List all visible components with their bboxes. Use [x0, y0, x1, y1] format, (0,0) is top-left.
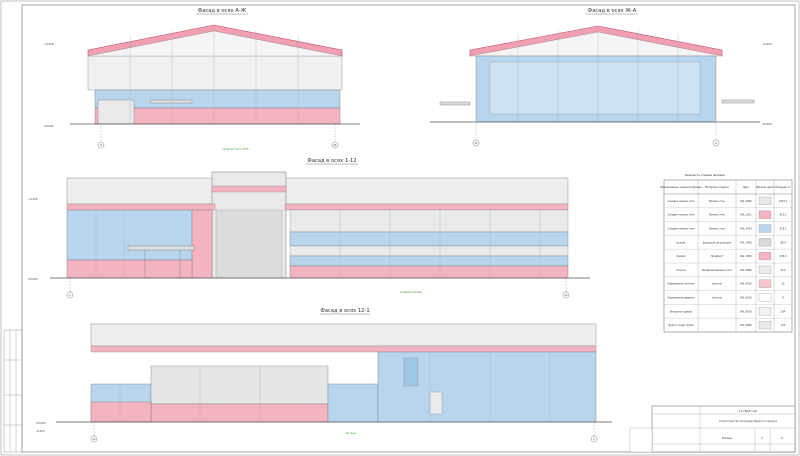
table-cell: 218,3	[780, 228, 787, 231]
table-cell: RAL 9016	[740, 310, 752, 313]
table-cell: RAL 9006	[740, 324, 752, 327]
color-swatch	[758, 238, 772, 247]
level-zero-ab: ±0,000	[44, 124, 54, 128]
title-facade-1-12: Фасад в осях 1-12	[307, 158, 356, 164]
table-cell: фасадная штукатурка	[703, 241, 732, 244]
axis-label-zh: Ж	[334, 143, 337, 147]
facade-zh-a: Фасад в осях Ж-А Ж А ±0,000 +9,400	[430, 8, 772, 147]
table-cell: Обрамление дверное	[667, 297, 695, 300]
axis-label-1-b: 1	[593, 437, 595, 441]
stamp-object: Строительство производственного корпуса	[719, 419, 777, 423]
title-block: 11-18/05-1-АР Строительство производстве…	[629, 405, 796, 453]
table-cell: Панель стен.	[709, 200, 726, 203]
table-header-cell: Наименование элемента фасада	[660, 186, 702, 189]
table-cell: RAL 9016	[740, 283, 752, 286]
table-cell: Панель стен.	[709, 228, 726, 231]
title-facade-zh-a: Фасад в осях Ж-А	[588, 8, 637, 14]
table-cell: Витражи и двери	[670, 310, 692, 313]
level-low-121: -0,450	[36, 429, 45, 433]
table-cell: RAL 3012	[740, 214, 752, 217]
table-cell: Профлист	[711, 255, 724, 258]
stamp-stage: Р	[761, 436, 763, 440]
table-cell: Панель стен.	[709, 214, 726, 217]
level-zero-121: ±0,000	[36, 421, 46, 425]
table-cell: Кровля	[676, 255, 686, 258]
table-cell: Обрамление оконное	[668, 283, 695, 286]
table-cell: 15	[781, 283, 785, 286]
level-mid-112: +4,200	[28, 197, 38, 201]
table-cell: 21,0	[780, 269, 786, 272]
level-top-ab: +9,400	[44, 42, 54, 46]
axis-label-12: 12	[564, 293, 568, 297]
color-swatch	[758, 210, 772, 219]
level-top-ba: +9,400	[762, 42, 772, 46]
table-cell: пластик	[712, 283, 723, 286]
table-cell: 412,5	[780, 214, 787, 217]
color-swatch	[758, 321, 772, 330]
note-ab: профлист RAL 7035	[222, 147, 249, 151]
table-header-cell: Цвет	[743, 186, 750, 189]
finish-table: Ведомость отделки фасадов Наименование э…	[660, 173, 793, 333]
table-cell: 96,4	[780, 241, 786, 244]
color-swatch	[758, 307, 772, 316]
stamp-sheet-number: 8	[781, 436, 783, 440]
color-swatch	[758, 265, 772, 274]
table-cell: RAL 3009	[740, 255, 752, 258]
color-swatch	[758, 196, 772, 205]
table-header-cell: Материал отделки	[705, 186, 729, 189]
table-cell: RAL 9006	[740, 200, 752, 203]
axis-label-1: 1	[69, 293, 71, 297]
axis-label-a-2: А	[715, 141, 717, 145]
table-cell: Откосы	[676, 269, 685, 272]
table-header-cell: Образец цвета	[756, 186, 775, 189]
table-cell: пластик	[712, 297, 723, 300]
table-cell: Водосточные трубы	[668, 324, 693, 327]
table-cell: 184	[781, 310, 786, 313]
axis-label-zh-2: Ж	[475, 141, 478, 145]
facade-12-1: Фасад в осях 12-1 12 1 ±0,000 -0,450 вит…	[36, 308, 612, 443]
drawing-border	[21, 4, 796, 453]
left-margin-stamp	[3, 329, 23, 453]
color-swatch	[758, 279, 772, 288]
color-swatch	[758, 224, 772, 233]
table-cell: 120	[781, 324, 786, 327]
axis-label-a: А	[100, 143, 102, 147]
level-zero-112: ±0,000	[28, 277, 38, 281]
table-cell: RAL 9006	[740, 269, 752, 272]
table-cell: 876,0	[780, 255, 787, 258]
table-cell: 1023,7	[779, 200, 788, 203]
note-121: витраж	[346, 432, 357, 435]
table-cell: RAL 7040	[740, 241, 752, 244]
table-cell: Сэндвич-панель стен	[668, 200, 695, 203]
table-cell: Сэндвич-панель стен	[668, 214, 695, 217]
table-header-cell: Площадь, м²	[775, 186, 791, 189]
table-cell: Цоколь	[676, 241, 686, 244]
table-cell: Профилированный лист	[702, 269, 733, 272]
table-cell: RAL 5024	[740, 228, 752, 231]
table-cell: Сэндвич-панель стен	[668, 228, 695, 231]
table-title: Ведомость отделки фасадов	[685, 173, 725, 177]
stamp-sheet-title: Фасады	[722, 436, 732, 440]
level-zero-ba: ±0,000	[762, 122, 772, 126]
color-swatch	[758, 293, 772, 302]
title-facade-a-zh: Фасад в осях А-Ж	[198, 8, 247, 14]
title-facade-12-1: Фасад в осях 12-1	[320, 308, 369, 314]
stamp-code: 11-18/05-1-АР	[739, 409, 757, 413]
table-cell: 8	[782, 297, 784, 300]
facade-a-zh: Фасад в осях А-Ж А Ж ±0,000 +9,400 профл…	[44, 8, 360, 151]
note-112: сэндвич-панель	[400, 291, 422, 294]
axis-label-12-b: 12	[92, 437, 96, 441]
color-swatch	[758, 252, 772, 261]
table-cell: RAL 9016	[740, 297, 752, 300]
facade-1-12: Фасад в осях 1-12	[28, 158, 590, 299]
